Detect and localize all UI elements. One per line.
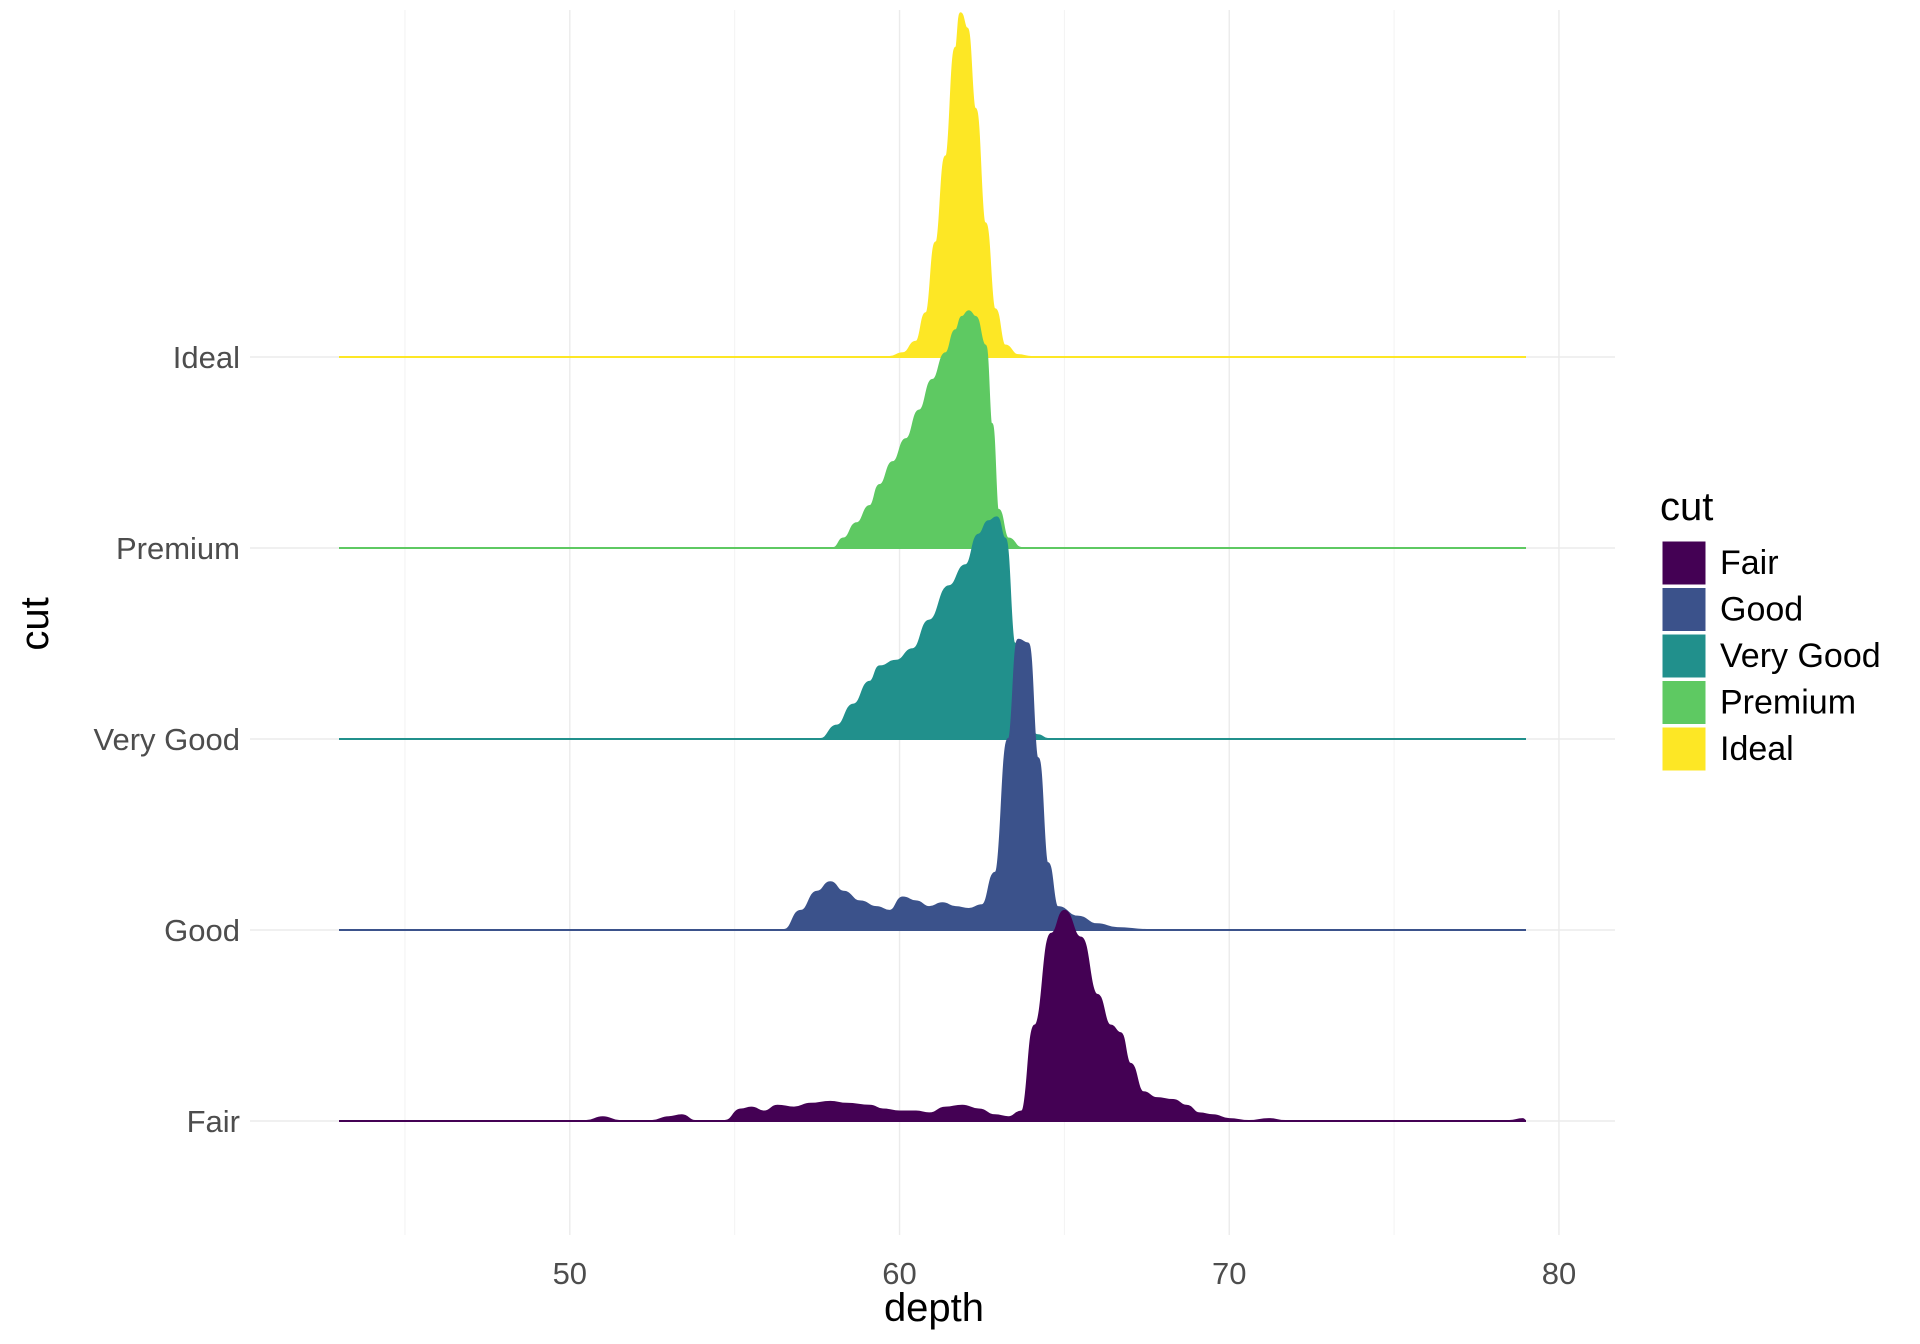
x-axis-title: depth — [884, 1286, 984, 1330]
legend-title: cut — [1660, 485, 1713, 529]
ridge-good — [339, 638, 1526, 932]
x-axis-tick-labels: 50 60 70 80 — [553, 1256, 1577, 1291]
x-tick-label: 70 — [1212, 1256, 1246, 1291]
legend-key — [1661, 540, 1707, 586]
x-tick-label: 50 — [553, 1256, 587, 1291]
x-tick-label: 80 — [1542, 1256, 1576, 1291]
y-axis-title: cut — [13, 597, 57, 650]
ridge-fair — [338, 909, 1527, 1123]
ridge-very-good — [339, 516, 1526, 741]
y-axis-tick-labels: Fair Good Very Good Premium Ideal — [94, 340, 240, 1139]
y-tick-label: Good — [164, 913, 240, 948]
legend-key — [1661, 633, 1707, 679]
legend-label: Very Good — [1720, 637, 1881, 675]
y-tick-label: Very Good — [94, 722, 240, 757]
legend-label: Good — [1720, 591, 1803, 629]
legend-key — [1661, 680, 1707, 725]
y-tick-label: Ideal — [173, 340, 240, 375]
ridge-ideal — [339, 12, 1526, 359]
legend-label: Ideal — [1720, 730, 1794, 768]
legend-label: Premium — [1720, 684, 1856, 722]
legend-items: Fair Good Very Good Premium Ideal — [1661, 540, 1881, 772]
ridge-premium — [338, 310, 1526, 550]
legend-key — [1661, 726, 1707, 772]
y-tick-label: Fair — [187, 1104, 240, 1139]
x-tick-label: 60 — [882, 1256, 916, 1291]
legend-key — [1661, 587, 1707, 632]
legend: cut Fair Good Very Good Premium Ideal — [1660, 485, 1881, 772]
y-tick-label: Premium — [116, 531, 240, 566]
legend-label: Fair — [1720, 544, 1779, 582]
density-ridges — [338, 12, 1527, 1123]
